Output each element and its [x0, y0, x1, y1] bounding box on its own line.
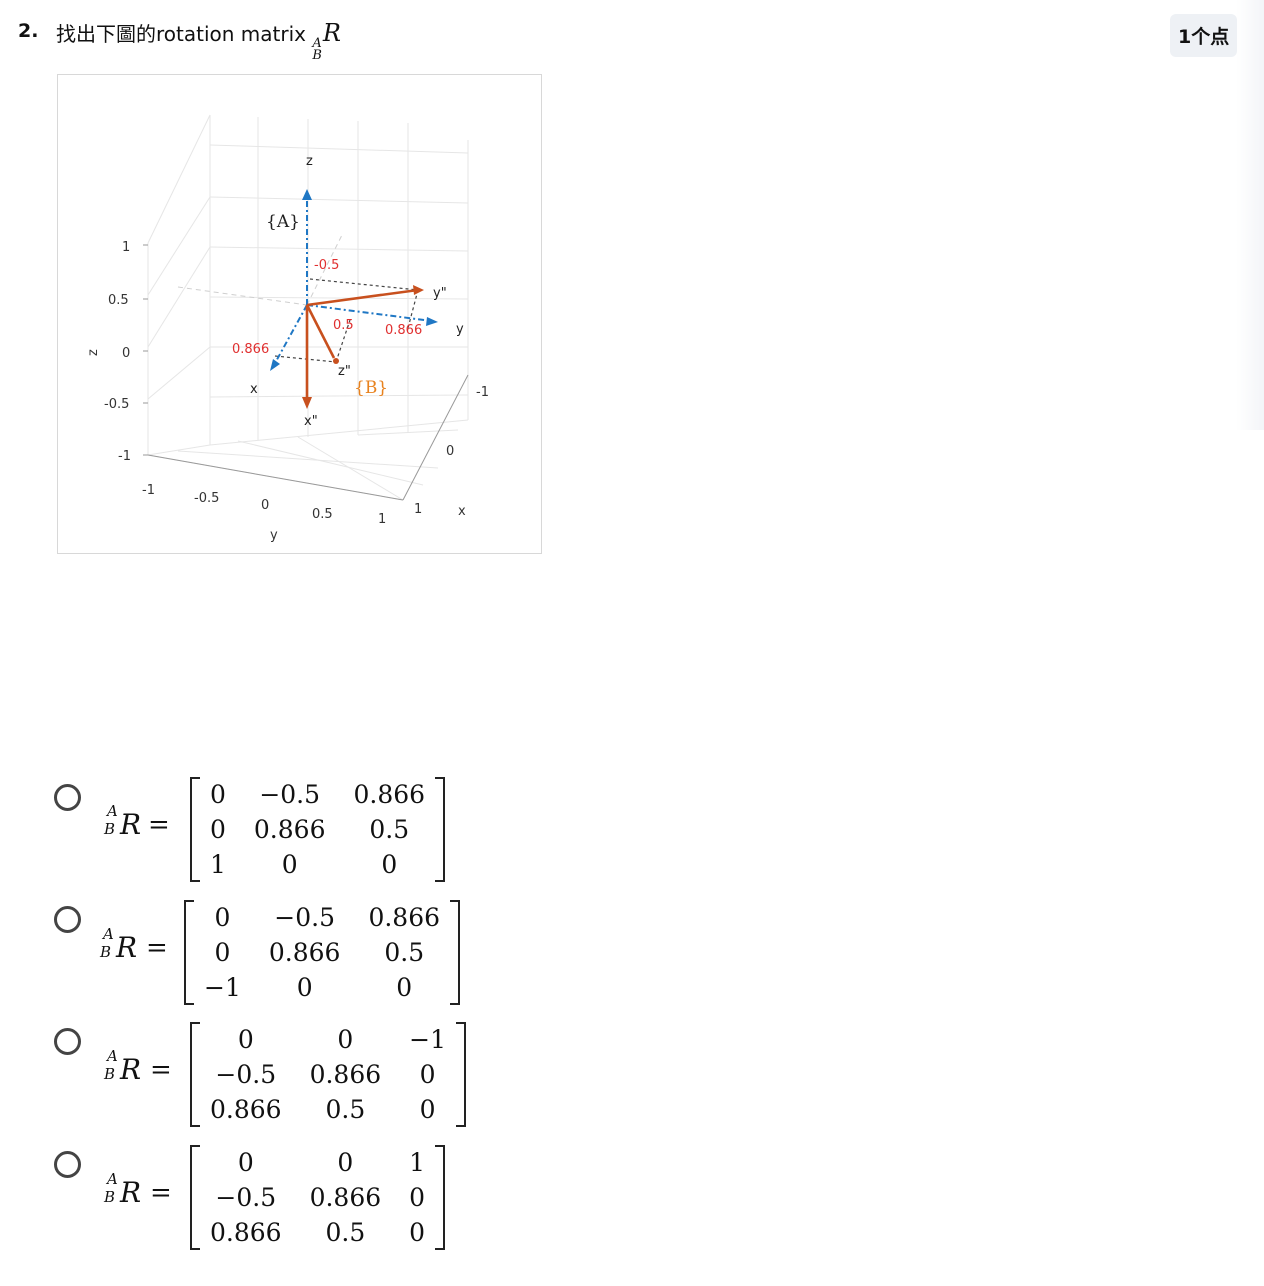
x-axis-title: x	[458, 504, 466, 519]
z-tick-05: 0.5	[108, 293, 129, 308]
o3-r3c2: 0.5	[325, 1095, 366, 1124]
x-tick-neg1: -1	[476, 385, 489, 400]
x-tick-1: 1	[414, 502, 422, 517]
o1-r3c2: 0	[281, 850, 298, 879]
label-05: 0.5	[333, 318, 354, 333]
o4-r1c3: 1	[409, 1148, 426, 1177]
o2-r1c2: −0.5	[274, 903, 335, 932]
o2-r2c3: 0.5	[384, 938, 425, 967]
option-4-radio[interactable]	[54, 1151, 81, 1178]
option-3-symbol: R	[120, 1053, 142, 1086]
frame-b-label: {B}	[354, 378, 388, 398]
subscript-b: B	[312, 48, 322, 63]
z-tick-0: 0	[122, 346, 130, 361]
option-3-sup: A	[107, 1047, 118, 1065]
o4-r3c3: 0	[409, 1218, 426, 1247]
option-2-equals: =	[146, 933, 168, 963]
z-tick-neg05: -0.5	[104, 397, 129, 412]
o3-r2c2: 0.866	[309, 1060, 382, 1089]
option-3-matrix: 0 0 −1 −0.5 0.866 0 0.866 0.5 0	[190, 1022, 467, 1127]
option-3-radio[interactable]	[54, 1028, 81, 1055]
y-tick-neg1: -1	[142, 483, 155, 498]
y-tick-neg05: -0.5	[194, 491, 219, 506]
points-badge: 1个点	[1170, 14, 1238, 57]
o1-r2c3: 0.5	[369, 815, 410, 844]
option-4-symbol: R	[120, 1176, 142, 1209]
frame-a-label: {A}	[266, 212, 300, 232]
rotation-figure: 1 0.5 0 -0.5 -1 z -1 -0.5 0 0.5 1 y -1 0…	[57, 74, 542, 554]
z-axis-title: z	[86, 349, 101, 356]
o4-r2c1: −0.5	[215, 1183, 277, 1212]
o1-r3c3: 0	[381, 850, 398, 879]
y-tick-1: 1	[378, 512, 386, 527]
o3-r3c3: 0	[419, 1095, 436, 1124]
question-text: 找出下圖的rotation matrix A B R	[56, 18, 341, 62]
superscript-a: A	[312, 36, 322, 51]
o2-r1c1: 0	[214, 903, 231, 932]
question-number: 2.	[18, 20, 39, 42]
option-2-sub: B	[100, 943, 112, 961]
label-0866-left: 0.866	[232, 342, 269, 357]
o2-r2c1: 0	[214, 938, 231, 967]
option-2-radio[interactable]	[54, 906, 81, 933]
scroll-edge	[1236, 0, 1264, 430]
rotation-index: A B	[312, 36, 322, 63]
o2-r3c3: 0	[396, 973, 413, 1002]
o1-r2c2: 0.866	[253, 815, 326, 844]
label-neg05: -0.5	[314, 258, 339, 273]
label-axis-y: y	[456, 322, 464, 337]
label-axis-z: z	[306, 154, 313, 169]
o1-r1c3: 0.866	[353, 780, 426, 809]
option-1-sub: B	[104, 820, 116, 838]
o1-r2c1: 0	[210, 815, 226, 844]
o2-r2c2: 0.866	[268, 938, 341, 967]
option-3-sub: B	[104, 1065, 116, 1083]
label-axis-x2: x"	[304, 414, 318, 429]
option-2-symbol: R	[116, 931, 138, 964]
question-prompt: 找出下圖的rotation matrix	[56, 22, 306, 46]
o3-r2c1: −0.5	[215, 1060, 277, 1089]
option-4-sup: A	[107, 1170, 118, 1188]
option-1-matrix: 0 −0.5 0.866 0 0.866 0.5 1 0 0	[190, 777, 446, 882]
o3-r1c2: 0	[337, 1025, 354, 1054]
o4-r3c2: 0.5	[325, 1218, 366, 1247]
o3-r1c1: 0	[237, 1025, 254, 1054]
label-axis-z2: z"	[338, 364, 351, 379]
option-1-symbol: R	[120, 808, 142, 841]
o2-r3c2: 0	[296, 973, 313, 1002]
option-1-radio[interactable]	[54, 784, 81, 811]
label-axis-x: x	[250, 382, 258, 397]
option-4-matrix: 0 0 1 −0.5 0.866 0 0.866 0.5 0	[190, 1145, 446, 1250]
label-axis-y2: y"	[433, 286, 447, 301]
option-2-sup: A	[103, 925, 114, 943]
z-tick-1: 1	[122, 240, 130, 255]
o2-r1c3: 0.866	[368, 903, 441, 932]
o1-r3c1: 1	[210, 850, 226, 879]
o3-r2c3: 0	[419, 1060, 436, 1089]
z-tick-neg1: -1	[118, 449, 131, 464]
o1-r1c1: 0	[210, 780, 226, 809]
rotation-symbol: R	[322, 19, 341, 47]
o2-r3c1: −1	[204, 973, 241, 1002]
option-4-equals: =	[150, 1178, 172, 1208]
y-tick-05: 0.5	[312, 507, 333, 522]
y-tick-0: 0	[261, 498, 269, 513]
option-4-sub: B	[104, 1188, 116, 1206]
option-1-equals: =	[148, 810, 170, 840]
o4-r3c1: 0.866	[210, 1218, 282, 1247]
label-0866-right: 0.866	[385, 323, 422, 338]
y-axis-title: y	[270, 528, 278, 543]
o1-r1c2: −0.5	[259, 780, 321, 809]
figure-3d-plot: 1 0.5 0 -0.5 -1 z -1 -0.5 0 0.5 1 y -1 0…	[86, 114, 489, 543]
o4-r2c2: 0.866	[309, 1183, 382, 1212]
o4-r2c3: 0	[409, 1183, 426, 1212]
o4-r1c2: 0	[337, 1148, 354, 1177]
option-3-equals: =	[150, 1055, 172, 1085]
o3-r3c1: 0.866	[210, 1095, 282, 1124]
x-tick-0: 0	[446, 444, 454, 459]
o4-r1c1: 0	[237, 1148, 254, 1177]
option-2-matrix: 0 −0.5 0.866 0 0.866 0.5 −1 0 0	[184, 900, 461, 1005]
option-1-sup: A	[107, 802, 118, 820]
o3-r1c3: −1	[409, 1025, 447, 1054]
